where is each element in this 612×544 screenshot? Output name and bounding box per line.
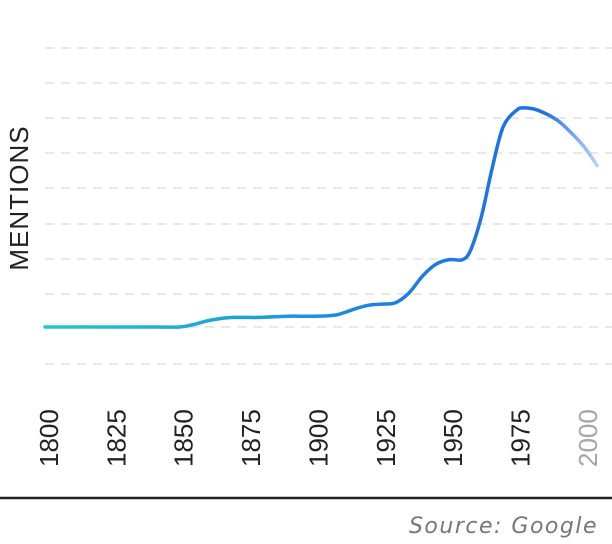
series-line	[43, 106, 600, 329]
y-axis-label: MENTIONS	[4, 125, 34, 270]
source-credit: Source: Google	[408, 514, 598, 539]
x-tick-label: 1900	[303, 409, 333, 467]
x-tick-label: 1875	[236, 409, 266, 467]
x-tick-label: 1850	[169, 409, 199, 467]
x-tick-label: 1975	[506, 409, 536, 467]
x-tick-label: 1800	[34, 409, 64, 467]
x-tick-label: 1925	[371, 409, 401, 467]
x-axis-ticks: 1800 1825 1850 1875 1900 1925 1950 1975 2000	[34, 409, 603, 467]
x-tick-label: 1950	[438, 409, 468, 467]
x-tick-label: 1825	[101, 409, 131, 467]
grid-lines	[45, 47, 612, 365]
x-tick-label: 2000	[573, 409, 603, 467]
